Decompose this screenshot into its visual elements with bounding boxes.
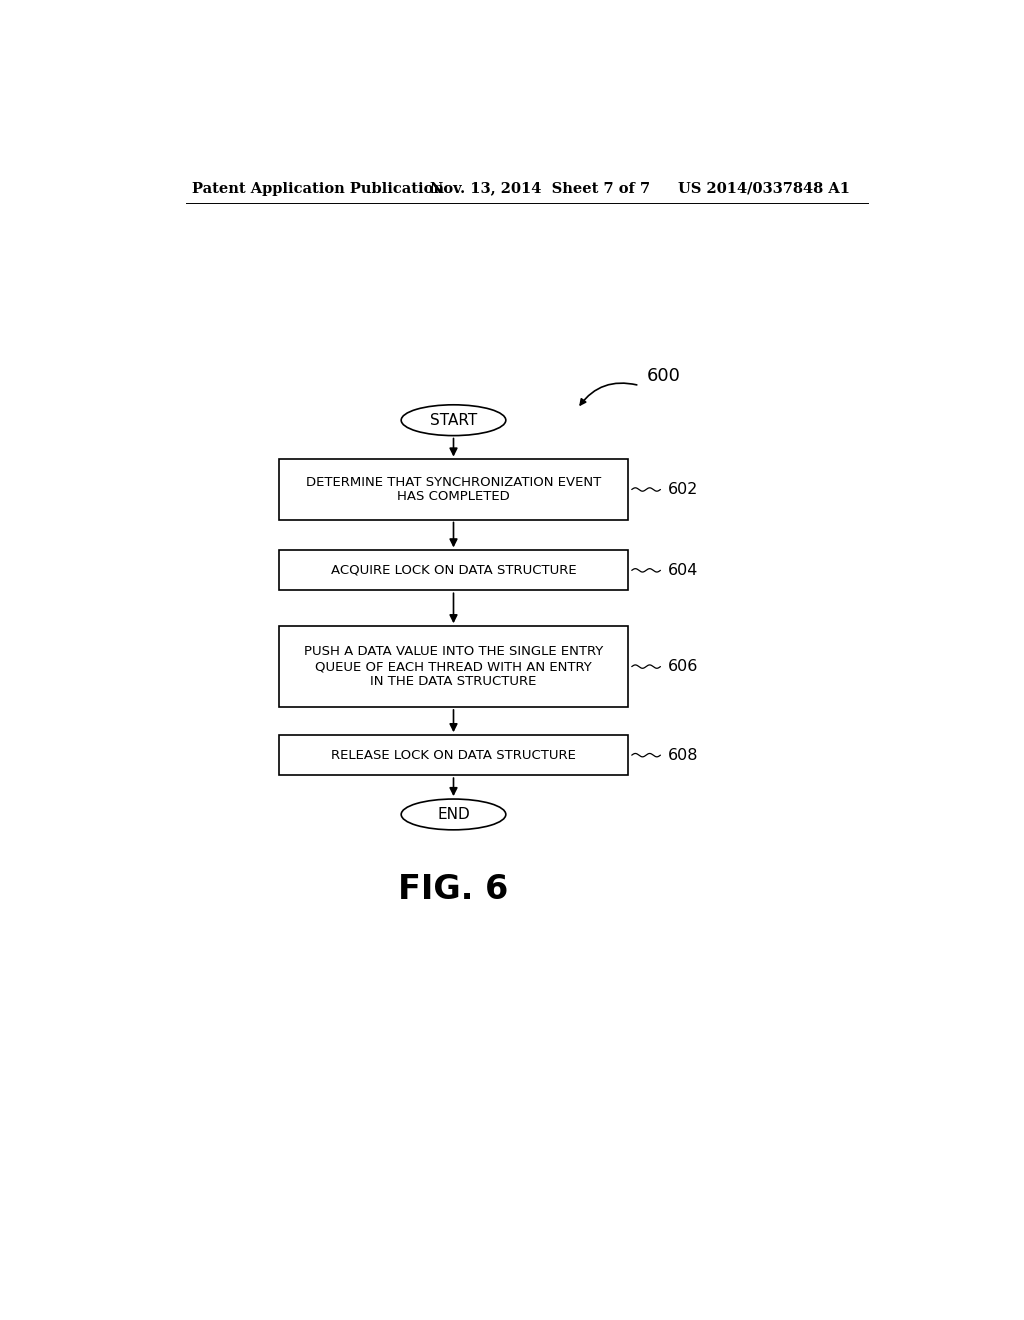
Ellipse shape [401, 799, 506, 830]
Ellipse shape [401, 405, 506, 436]
Text: 602: 602 [669, 482, 698, 498]
Text: FIG. 6: FIG. 6 [398, 874, 509, 907]
Bar [280, 626, 628, 708]
Text: 600: 600 [647, 367, 681, 384]
Text: Patent Application Publication: Patent Application Publication [191, 182, 443, 195]
Bar [280, 550, 628, 590]
FancyArrowPatch shape [581, 383, 637, 405]
Text: DETERMINE THAT SYNCHRONIZATION EVENT
HAS COMPLETED: DETERMINE THAT SYNCHRONIZATION EVENT HAS… [306, 475, 601, 503]
Text: 606: 606 [669, 659, 698, 675]
Text: END: END [437, 807, 470, 822]
Text: 604: 604 [669, 562, 698, 578]
Bar [280, 735, 628, 775]
Text: 608: 608 [669, 747, 698, 763]
Text: PUSH A DATA VALUE INTO THE SINGLE ENTRY
QUEUE OF EACH THREAD WITH AN ENTRY
IN TH: PUSH A DATA VALUE INTO THE SINGLE ENTRY … [304, 645, 603, 688]
Text: Nov. 13, 2014  Sheet 7 of 7: Nov. 13, 2014 Sheet 7 of 7 [430, 182, 650, 195]
Text: RELEASE LOCK ON DATA STRUCTURE: RELEASE LOCK ON DATA STRUCTURE [331, 748, 575, 762]
Text: ACQUIRE LOCK ON DATA STRUCTURE: ACQUIRE LOCK ON DATA STRUCTURE [331, 564, 577, 577]
Text: US 2014/0337848 A1: US 2014/0337848 A1 [678, 182, 850, 195]
Text: START: START [430, 413, 477, 428]
Bar [280, 459, 628, 520]
